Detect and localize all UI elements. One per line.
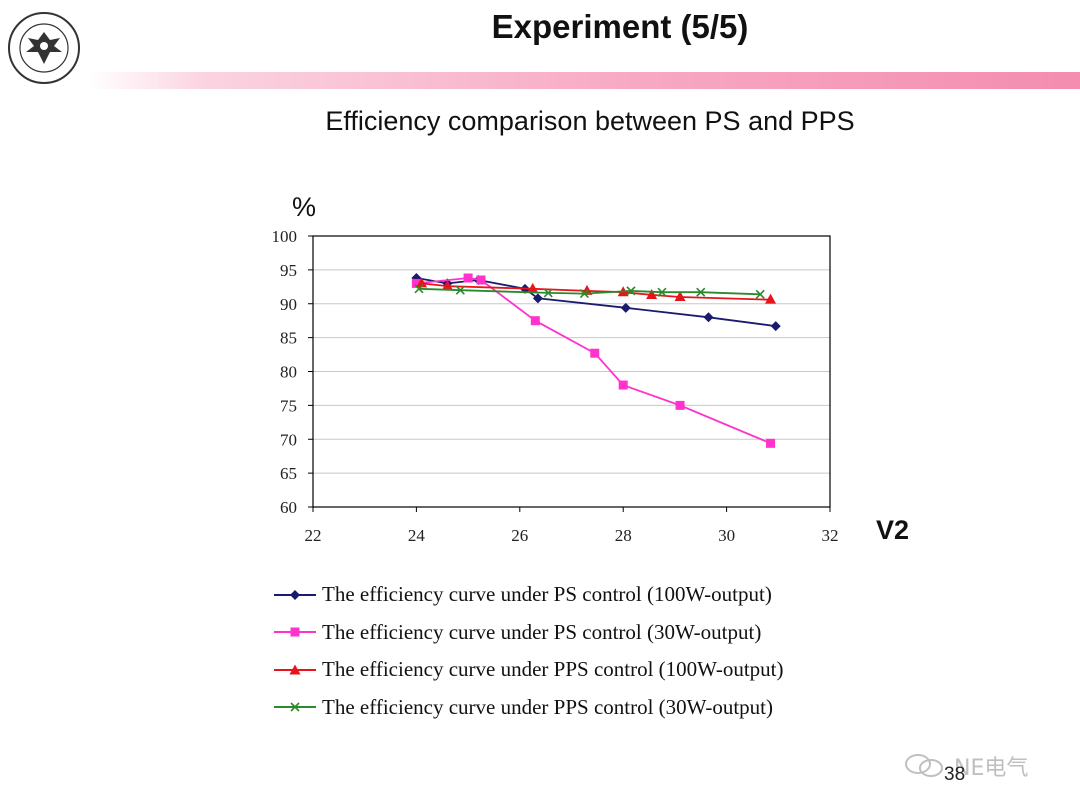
data-point-s1 bbox=[590, 348, 600, 358]
data-point-s2 bbox=[416, 277, 428, 288]
slide-subtitle: Efficiency comparison between PS and PPS bbox=[325, 106, 855, 136]
data-point-s2 bbox=[527, 282, 539, 293]
y-tick-label: 60 bbox=[280, 498, 297, 517]
data-point-s2 bbox=[646, 288, 658, 299]
data-point-s2 bbox=[441, 280, 453, 291]
series-line-0 bbox=[416, 277, 776, 327]
x-tick-label: 26 bbox=[511, 526, 528, 545]
x-tick-label: 22 bbox=[305, 526, 322, 545]
y-tick-label: 90 bbox=[280, 295, 297, 314]
x-tick-label: 28 bbox=[615, 526, 632, 545]
y-tick-label: 65 bbox=[280, 464, 297, 483]
data-point-s1 bbox=[476, 275, 486, 285]
data-point-s1 bbox=[675, 400, 685, 410]
data-point-s3 bbox=[455, 285, 465, 295]
series-line-3 bbox=[418, 287, 761, 296]
series-line-1 bbox=[416, 277, 771, 445]
chat-bubbles-icon bbox=[905, 754, 943, 777]
data-point-s1 bbox=[530, 316, 540, 326]
chart-legend: The efficiency curve under PS control (1… bbox=[272, 576, 892, 726]
data-point-s0 bbox=[532, 293, 543, 304]
data-point-s3 bbox=[657, 287, 667, 297]
legend-swatch-diamond bbox=[274, 589, 316, 600]
legend-swatch-triangle bbox=[274, 664, 316, 675]
university-seal-icon bbox=[8, 12, 80, 84]
x-axis-ticks: 22 24 26 28 30 32 bbox=[305, 507, 839, 545]
legend-label: The efficiency curve under PS control (3… bbox=[322, 619, 762, 644]
data-point-s1 bbox=[766, 438, 776, 448]
y-tick-label: 80 bbox=[280, 363, 297, 382]
series-layer bbox=[411, 273, 781, 448]
data-point-s1 bbox=[411, 278, 421, 288]
watermark: NE电气 bbox=[904, 750, 1028, 782]
data-point-s3 bbox=[543, 288, 553, 298]
data-point-s1 bbox=[463, 273, 473, 283]
data-point-s3 bbox=[626, 286, 636, 296]
y-tick-label: 95 bbox=[280, 261, 297, 280]
data-point-s1 bbox=[618, 380, 628, 390]
x-tick-label: 30 bbox=[718, 526, 735, 545]
page-number: 38 bbox=[944, 764, 966, 785]
gridlines bbox=[313, 269, 830, 474]
data-point-s3 bbox=[579, 289, 589, 299]
data-point-s3 bbox=[755, 289, 765, 299]
slide-title: Experiment (5/5) bbox=[491, 8, 749, 45]
data-point-s0 bbox=[703, 312, 714, 323]
data-point-s2 bbox=[674, 290, 686, 301]
series-line-2 bbox=[421, 282, 771, 301]
x-tick-label: 32 bbox=[822, 526, 839, 545]
legend-item-pps-100w: The efficiency curve under PPS control (… bbox=[272, 651, 892, 689]
watermark-text: NE电气 bbox=[954, 756, 1029, 781]
legend-item-pps-30w: The efficiency curve under PPS control (… bbox=[272, 689, 892, 727]
legend-item-ps-100w: The efficiency curve under PS control (1… bbox=[272, 576, 892, 614]
data-point-s3 bbox=[414, 284, 424, 294]
legend-swatch-square bbox=[274, 627, 316, 637]
y-tick-label: 70 bbox=[280, 430, 297, 449]
y-axis-ticks: 60 65 70 75 80 85 90 95 100 bbox=[272, 227, 313, 517]
legend-item-ps-30w: The efficiency curve under PS control (3… bbox=[272, 614, 892, 652]
legend-swatch-x bbox=[274, 702, 316, 712]
y-axis-unit-label: % bbox=[292, 192, 317, 222]
data-point-s0 bbox=[620, 302, 631, 313]
y-tick-label: 75 bbox=[280, 396, 297, 415]
data-point-s3 bbox=[696, 287, 706, 297]
y-tick-label: 85 bbox=[280, 329, 297, 348]
x-tick-label: 24 bbox=[408, 526, 426, 545]
y-tick-label: 100 bbox=[272, 227, 298, 246]
legend-label: The efficiency curve under PPS control (… bbox=[322, 694, 773, 719]
legend-label: The efficiency curve under PPS control (… bbox=[322, 657, 784, 682]
data-point-s2 bbox=[765, 293, 777, 304]
data-point-s0 bbox=[770, 321, 781, 332]
legend-label: The efficiency curve under PS control (1… bbox=[322, 582, 772, 607]
title-underline-bar bbox=[88, 72, 1080, 89]
x-axis-unit-label: V2 bbox=[876, 515, 910, 545]
